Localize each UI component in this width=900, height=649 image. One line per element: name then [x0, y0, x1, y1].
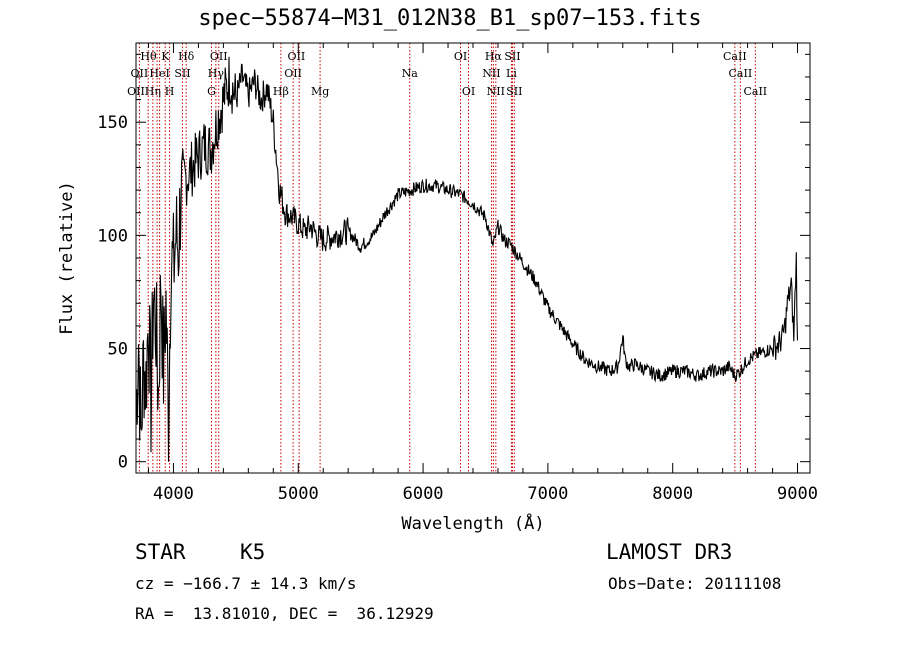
marker-label: OII: [288, 50, 306, 63]
marker-label: Hα: [485, 50, 503, 63]
object-subclass: K5: [240, 540, 266, 564]
marker-label: CaII: [729, 67, 753, 80]
marker-label: OII: [284, 67, 302, 80]
marker-label: K: [161, 50, 170, 63]
marker-label: CaII: [723, 50, 747, 63]
x-axis-label: Wavelength (Å): [401, 512, 544, 534]
y-tick-label: 0: [118, 453, 128, 473]
y-tick-label: 50: [108, 340, 128, 360]
x-tick-label: 8000: [652, 484, 693, 504]
marker-label: OI: [462, 85, 475, 98]
y-tick-label: 100: [97, 226, 128, 246]
marker-label: G: [207, 85, 216, 98]
marker-label: Na: [402, 67, 419, 80]
x-tick-label: 6000: [403, 484, 444, 504]
marker-label: Hη: [145, 85, 161, 98]
marker-label: OII: [131, 67, 149, 80]
coordinates-readout: RA = 13.81010, DEC = 36.12929: [135, 604, 434, 623]
spectrum-line: [135, 56, 799, 462]
marker-label: Mg: [311, 85, 329, 98]
marker-label: CaII: [743, 85, 767, 98]
survey-label: LAMOST DR3: [606, 540, 733, 564]
marker-label: H: [165, 85, 175, 98]
marker-label: HeI: [149, 67, 169, 80]
marker-label: NII: [487, 85, 505, 98]
plot-frame: [135, 42, 811, 474]
marker-label: SII: [506, 85, 522, 98]
marker-label: SII: [504, 50, 520, 63]
object-class: STAR: [135, 540, 186, 564]
y-tick-label: 150: [97, 113, 128, 133]
chart-title: spec−55874−M31_012N38_B1_sp07−153.fits: [198, 6, 702, 31]
x-tick-label: 5000: [278, 484, 319, 504]
marker-label: Li: [506, 67, 517, 80]
marker-label: OII: [210, 50, 228, 63]
marker-label: Hγ: [208, 67, 225, 80]
redshift-readout: cz = −166.7 ± 14.3 km/s: [135, 574, 357, 593]
marker-label: Hδ: [178, 50, 195, 63]
observation-date: Obs−Date: 20111108: [608, 574, 782, 593]
marker-label: Hθ: [140, 50, 157, 63]
marker-label: SII: [174, 67, 190, 80]
x-tick-label: 4000: [153, 484, 194, 504]
marker-label: OI: [454, 50, 467, 63]
x-tick-label: 7000: [527, 484, 568, 504]
y-axis-label: Flux (relative): [57, 181, 77, 335]
marker-label: Hβ: [273, 85, 289, 98]
x-tick-label: 9000: [777, 484, 818, 504]
marker-label: NII: [482, 67, 500, 80]
